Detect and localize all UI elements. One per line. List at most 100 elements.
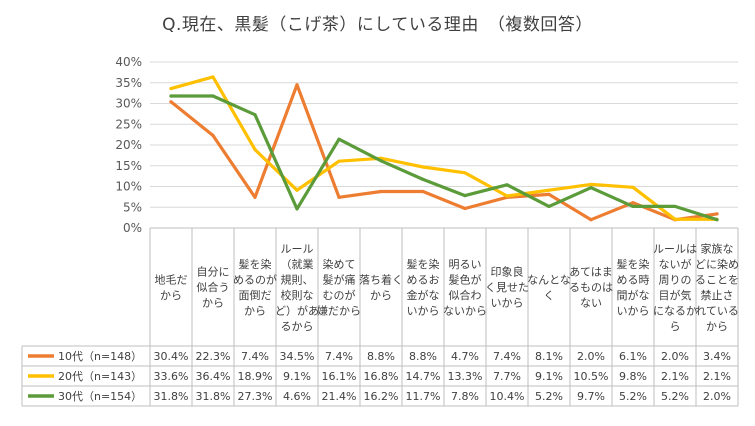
data-label: 7.4% [325, 350, 353, 363]
data-label: 2.0% [661, 350, 689, 363]
data-point [589, 186, 593, 190]
category-label: めるのが [233, 272, 277, 286]
category-label: るものは [569, 281, 613, 294]
data-label: 11.7% [406, 390, 441, 403]
category-label: ないから [443, 304, 487, 317]
data-label: 34.5% [280, 350, 315, 363]
data-label: 2.0% [577, 350, 605, 363]
data-label: 10.4% [490, 390, 525, 403]
data-label: 31.8% [196, 390, 231, 403]
data-label: 30.4% [154, 350, 189, 363]
data-label: 2.0% [703, 390, 731, 403]
data-point [547, 192, 551, 196]
category-label: 自分に [197, 266, 230, 279]
data-label: 7.8% [451, 390, 479, 403]
data-point [337, 195, 341, 199]
category-label: 規則、 [281, 272, 314, 286]
data-label: 16.8% [364, 370, 399, 383]
category-label: になるか [653, 304, 697, 317]
category-label: から [370, 289, 392, 302]
category-label: 髪を染 [239, 257, 272, 271]
data-label: 6.1% [619, 350, 647, 363]
y-tick-label: 5% [123, 200, 142, 214]
category-label: から [706, 320, 728, 333]
data-point [547, 204, 551, 209]
data-label: 22.3% [196, 350, 231, 363]
data-point [337, 159, 341, 163]
y-tick-label: 25% [115, 117, 142, 131]
category-label: 髪を染 [407, 257, 440, 271]
data-label: 2.1% [703, 370, 731, 383]
data-point [715, 218, 719, 222]
data-point [673, 217, 677, 221]
data-point [337, 137, 341, 141]
category-label: ない [580, 297, 602, 310]
category-label: く [544, 289, 555, 302]
category-label: 似合う [197, 280, 230, 294]
data-label: 9.7% [577, 390, 605, 403]
data-label: 8.8% [367, 350, 395, 363]
data-label: 9.1% [283, 370, 311, 383]
data-point [463, 206, 467, 211]
data-label: 5.2% [619, 390, 647, 403]
data-label: 31.8% [154, 390, 189, 403]
category-label: どに染め [695, 257, 739, 271]
data-point [169, 86, 173, 91]
category-label: 髪色が [449, 272, 482, 286]
data-point [547, 188, 551, 192]
series-line-1 [169, 83, 719, 222]
category-label: 周りの [659, 273, 692, 286]
data-point [379, 189, 383, 194]
data-point [715, 212, 719, 216]
data-label: 27.3% [238, 390, 273, 403]
data-label: 4.7% [451, 350, 479, 363]
data-point [631, 201, 635, 205]
category-label: めるお [407, 273, 440, 286]
category-label: るから [281, 320, 314, 333]
category-label: 明るい [449, 258, 482, 271]
category-label: 嫌だから [317, 303, 361, 317]
data-point [421, 165, 425, 169]
y-tick-label: 0% [123, 221, 142, 235]
category-label: 髪が痛 [323, 272, 356, 286]
data-point [253, 113, 257, 117]
data-point [631, 185, 635, 189]
data-point [421, 189, 425, 194]
category-label: 面倒だ [239, 289, 272, 302]
category-label: 染めて [323, 257, 356, 271]
category-label: から [160, 289, 182, 302]
category-label: 目が気 [659, 288, 692, 302]
data-point [169, 100, 173, 104]
legend-label: 30代（n=154） [58, 390, 142, 403]
category-label: いから [617, 304, 650, 317]
y-tick-label: 15% [115, 159, 142, 173]
category-label: 落ち着く [359, 272, 403, 286]
category-label: く見せた [485, 281, 529, 294]
data-point [463, 194, 467, 198]
category-label: から [202, 297, 224, 310]
data-label: 13.3% [448, 370, 483, 383]
category-label: いから [491, 297, 524, 310]
data-point [589, 182, 593, 187]
category-label: なんとな [527, 273, 571, 286]
data-point [295, 207, 299, 211]
category-label: 似合わ [449, 288, 482, 302]
category-label: 金がな [407, 288, 440, 302]
data-point [253, 195, 257, 199]
data-label: 7.7% [493, 370, 521, 383]
data-point [505, 183, 509, 187]
data-point [421, 177, 425, 182]
category-label: 禁止さ [701, 289, 734, 302]
data-label: 21.4% [322, 390, 357, 403]
data-label: 8.8% [409, 350, 437, 363]
category-label: ルールは [653, 242, 697, 255]
data-point [253, 147, 257, 152]
data-label: 7.4% [493, 350, 521, 363]
data-label: 33.6% [154, 370, 189, 383]
data-point [211, 133, 215, 138]
data-label: 9.8% [619, 370, 647, 383]
data-label: 7.4% [241, 350, 269, 363]
data-point [295, 83, 299, 87]
y-tick-label: 40% [115, 55, 142, 69]
